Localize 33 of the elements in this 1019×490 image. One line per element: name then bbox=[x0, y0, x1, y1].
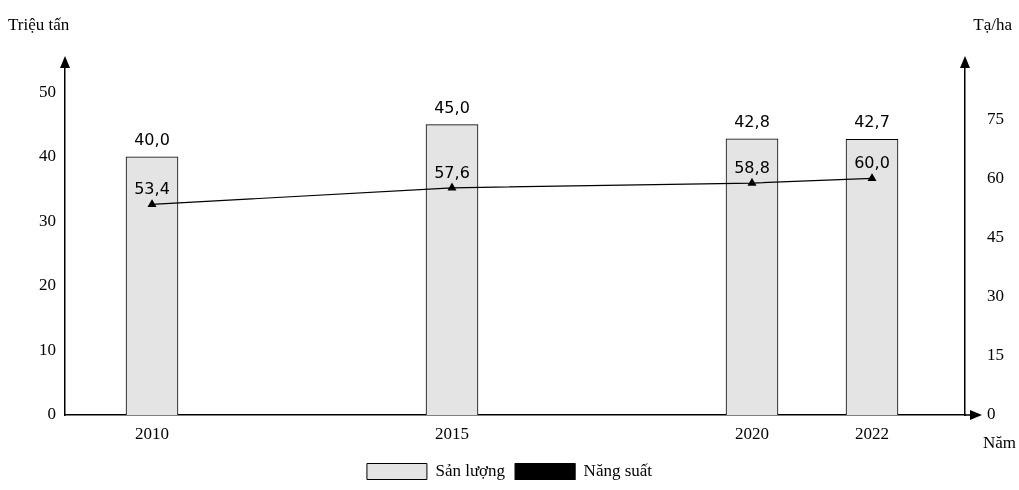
data-label: 58,8 bbox=[734, 158, 770, 178]
legend-label: Năng suất bbox=[583, 460, 653, 480]
x-tick-label: 2015 bbox=[435, 423, 469, 443]
y-tick-label: 20 bbox=[39, 275, 56, 295]
y2-axis-title: Tạ/ha bbox=[973, 15, 1013, 34]
legend-label: Sản lượng bbox=[435, 460, 506, 480]
x-tick-label: 2020 bbox=[735, 423, 769, 443]
y2-tick-label: 0 bbox=[987, 404, 996, 424]
data-label: 60,0 bbox=[854, 153, 890, 173]
data-label: 45,0 bbox=[434, 97, 470, 117]
y-tick-label: 50 bbox=[39, 81, 56, 101]
x-tick-label: 2022 bbox=[855, 423, 889, 443]
y-tick-label: 0 bbox=[47, 404, 56, 424]
y-tick-label: 10 bbox=[39, 339, 56, 359]
data-label: 42,8 bbox=[734, 111, 770, 131]
data-label: 40,0 bbox=[134, 129, 170, 149]
point bbox=[447, 183, 457, 191]
y-tick-label: 40 bbox=[39, 146, 56, 166]
x-axis-title: Năm bbox=[982, 433, 1016, 452]
point bbox=[147, 199, 157, 207]
y-tick-label: 30 bbox=[39, 210, 56, 230]
y2-tick-label: 45 bbox=[987, 226, 1004, 246]
y-axis-title: Triệu tấn bbox=[8, 15, 70, 34]
data-label: 57,6 bbox=[434, 162, 470, 182]
x-tick-label: 2010 bbox=[135, 423, 169, 443]
y2-tick-label: 75 bbox=[987, 108, 1004, 128]
data-label: 53,4 bbox=[134, 179, 170, 199]
point bbox=[867, 173, 877, 181]
data-label: 42,7 bbox=[854, 112, 890, 132]
y2-tick-label: 15 bbox=[987, 345, 1004, 365]
y2-tick-label: 30 bbox=[987, 286, 1004, 306]
point bbox=[747, 178, 757, 186]
y2-tick-label: 60 bbox=[987, 167, 1004, 187]
